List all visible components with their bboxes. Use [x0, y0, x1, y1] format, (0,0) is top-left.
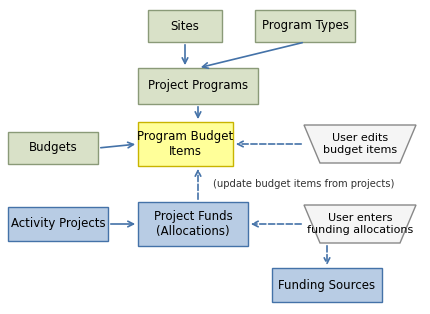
Text: Program Budget
Items: Program Budget Items: [137, 130, 233, 158]
FancyBboxPatch shape: [255, 10, 355, 42]
FancyBboxPatch shape: [8, 207, 108, 241]
FancyBboxPatch shape: [138, 202, 248, 246]
Polygon shape: [304, 205, 416, 243]
Text: Funding Sources: Funding Sources: [279, 279, 375, 291]
FancyBboxPatch shape: [148, 10, 222, 42]
FancyBboxPatch shape: [138, 122, 233, 166]
FancyBboxPatch shape: [138, 68, 258, 104]
Text: User enters
funding allocations: User enters funding allocations: [307, 213, 413, 235]
Polygon shape: [304, 125, 416, 163]
Text: Program Types: Program Types: [261, 19, 348, 33]
Text: (update budget items from projects): (update budget items from projects): [213, 179, 394, 189]
FancyBboxPatch shape: [272, 268, 382, 302]
Text: Project Funds
(Allocations): Project Funds (Allocations): [154, 210, 232, 238]
Text: Activity Projects: Activity Projects: [11, 218, 105, 230]
Text: Sites: Sites: [171, 19, 200, 33]
Text: Project Programs: Project Programs: [148, 79, 248, 93]
FancyBboxPatch shape: [8, 132, 98, 164]
Text: User edits
budget items: User edits budget items: [323, 133, 397, 155]
Text: Budgets: Budgets: [29, 142, 77, 154]
